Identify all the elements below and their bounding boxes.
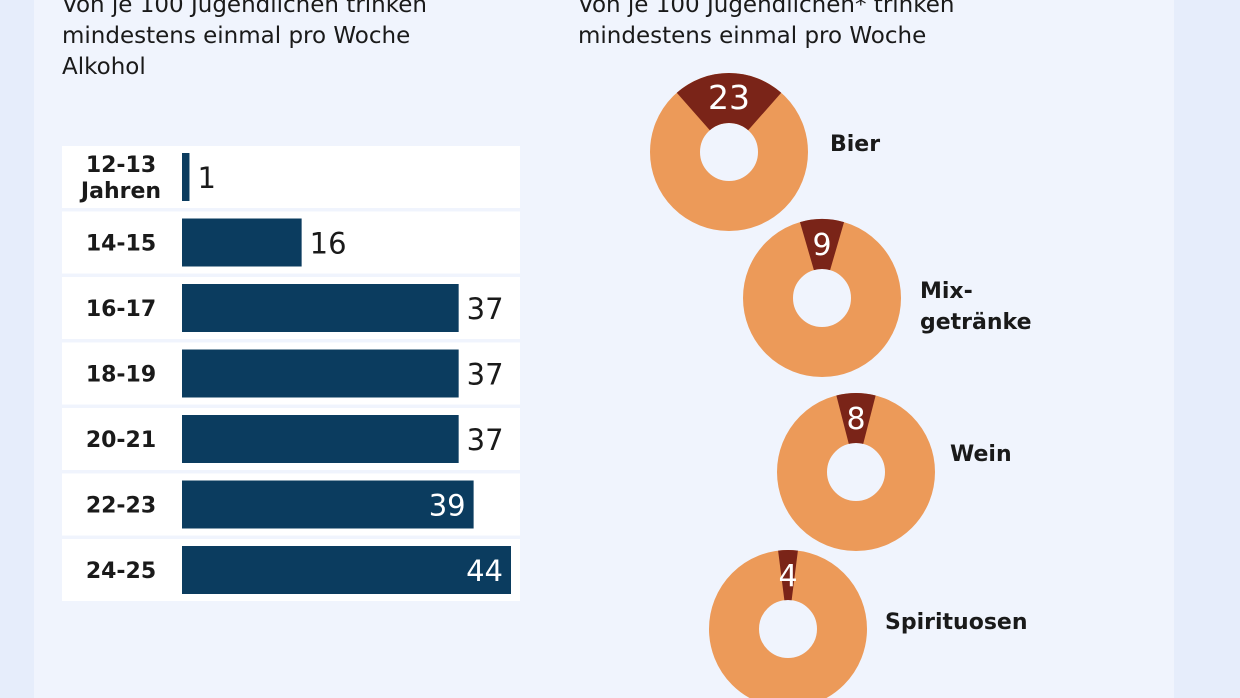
donut-slice [799,219,845,271]
category-label: 16-17 [86,297,156,322]
donut-slice [836,393,876,444]
bar-value-label: 1 [197,161,215,195]
slice-value-label: 23 [708,78,750,117]
bar [182,480,474,529]
category-label: 12-13 [86,153,156,178]
donut-slice [676,72,782,131]
bar [182,349,459,398]
bar-value-label: 16 [310,227,347,261]
bar-value-label: 37 [467,358,504,392]
bar-chart-subtitle: Von je 100 Jugendlichen trinken mindeste… [62,0,427,80]
bar [182,546,511,594]
bar [182,153,190,201]
category-label: Jahren [79,179,161,204]
bar-value-label: 44 [466,554,503,588]
slice-category-label: Wein [950,442,1012,467]
bar-value-label: 39 [429,489,466,523]
bar [182,284,459,332]
donut: 23 Bier [650,72,880,231]
donut: 4 Spirituosen [709,550,1028,698]
bar [182,218,302,267]
category-label: 24-25 [86,559,156,584]
bar [182,415,459,463]
slice-value-label: 8 [846,402,865,437]
slice-category-label: Mix- [920,279,973,304]
category-label: 18-19 [86,363,156,388]
slice-category-label: Spirituosen [885,610,1028,635]
donut: 9 Mix-getränke [743,219,1032,377]
donut-chart-subtitle: Von je 100 Jugendlichen* trinken mindest… [578,0,955,49]
bar-value-label: 37 [467,423,504,457]
slice-category-label: getränke [920,310,1032,335]
slice-category-label: Bier [830,132,880,157]
category-label: 22-23 [86,494,156,519]
slice-value-label: 9 [812,228,831,263]
bar-value-label: 37 [467,292,504,326]
bar-row-background [62,146,520,208]
slice-value-label: 4 [778,559,797,594]
donut-slice [778,550,798,601]
category-label: 14-15 [86,232,156,257]
donut: 8 Wein [777,393,1012,551]
category-label: 20-21 [86,428,156,453]
